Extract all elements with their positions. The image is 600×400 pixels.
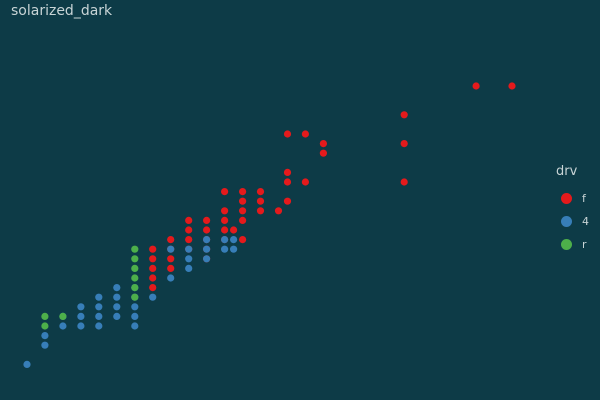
point-f-39 <box>149 255 157 263</box>
point-4-9 <box>203 255 211 263</box>
point-f-0 <box>472 82 480 90</box>
point-f-4 <box>301 130 309 138</box>
point-f-34 <box>239 236 247 244</box>
point-f-2 <box>400 111 408 119</box>
point-4-21 <box>131 303 139 311</box>
point-f-26 <box>185 226 193 234</box>
point-4-10 <box>185 264 193 272</box>
point-f-19 <box>239 207 247 215</box>
point-4-23 <box>77 312 85 320</box>
point-f-20 <box>256 207 265 215</box>
point-f-40 <box>167 255 175 263</box>
legend-label-r: r <box>582 238 587 251</box>
point-4-1 <box>221 236 229 244</box>
legend-item-f: f <box>556 187 596 210</box>
point-4-17 <box>149 293 157 301</box>
point-f-3 <box>283 130 292 138</box>
legend-key-r <box>561 239 572 250</box>
point-f-7 <box>400 140 408 148</box>
legend-key-4 <box>561 216 572 227</box>
point-f-45 <box>149 284 157 292</box>
point-f-31 <box>185 236 193 244</box>
point-f-11 <box>301 178 309 186</box>
point-4-3 <box>167 245 175 253</box>
point-4-6 <box>221 245 229 253</box>
point-4-8 <box>185 255 193 263</box>
point-4-33 <box>23 360 31 368</box>
point-f-16 <box>256 197 265 205</box>
point-r-0 <box>131 245 139 253</box>
point-4-7 <box>230 245 238 253</box>
point-4-25 <box>113 312 121 320</box>
point-f-22 <box>185 216 193 224</box>
point-f-13 <box>239 188 247 196</box>
point-4-4 <box>185 245 193 253</box>
point-4-12 <box>113 284 121 292</box>
point-4-30 <box>131 322 139 330</box>
legend-label-4: 4 <box>582 215 589 228</box>
point-4-11 <box>167 274 175 282</box>
point-f-8 <box>400 178 408 186</box>
point-f-44 <box>149 274 157 282</box>
point-f-15 <box>239 197 247 205</box>
point-f-6 <box>319 149 327 157</box>
point-4-14 <box>95 293 103 301</box>
legend: drv f 4 r <box>556 164 596 256</box>
legend-key-f <box>561 193 572 204</box>
legend-item-4: 4 <box>556 210 596 233</box>
legend-label-f: f <box>582 192 586 205</box>
point-f-21 <box>274 207 283 215</box>
point-4-15 <box>113 293 121 301</box>
point-f-43 <box>167 264 175 272</box>
point-4-18 <box>77 303 85 311</box>
chart-title: solarized_dark <box>11 3 113 19</box>
point-f-30 <box>167 236 175 244</box>
point-4-5 <box>203 245 211 253</box>
point-4-27 <box>59 322 67 330</box>
point-f-24 <box>221 216 229 224</box>
point-r-8 <box>41 322 49 330</box>
point-f-1 <box>508 82 516 90</box>
point-r-4 <box>131 284 139 292</box>
point-4-29 <box>95 322 103 330</box>
legend-item-r: r <box>556 233 596 256</box>
point-4-19 <box>95 303 103 311</box>
point-r-7 <box>59 312 67 320</box>
points-layer <box>23 82 516 368</box>
point-f-25 <box>239 216 247 224</box>
point-4-31 <box>41 332 49 340</box>
point-f-28 <box>221 226 229 234</box>
point-f-12 <box>221 188 229 196</box>
point-f-29 <box>230 226 238 234</box>
point-4-32 <box>41 341 49 349</box>
point-f-5 <box>319 140 327 148</box>
point-r-3 <box>131 274 139 282</box>
point-4-26 <box>131 312 139 320</box>
point-f-14 <box>256 188 265 196</box>
point-f-23 <box>203 216 211 224</box>
point-f-17 <box>283 197 292 205</box>
point-f-18 <box>221 207 229 215</box>
point-4-28 <box>77 322 85 330</box>
point-f-27 <box>203 226 211 234</box>
point-r-6 <box>41 312 49 320</box>
point-4-0 <box>203 236 211 244</box>
legend-title: drv <box>556 164 578 179</box>
point-r-5 <box>131 293 139 301</box>
point-f-42 <box>149 264 157 272</box>
point-f-35 <box>149 245 157 253</box>
point-4-2 <box>230 236 238 244</box>
point-4-20 <box>113 303 121 311</box>
point-4-24 <box>95 312 103 320</box>
point-r-2 <box>131 264 139 272</box>
point-r-1 <box>131 255 139 263</box>
point-f-9 <box>283 168 292 176</box>
point-f-10 <box>283 178 292 186</box>
